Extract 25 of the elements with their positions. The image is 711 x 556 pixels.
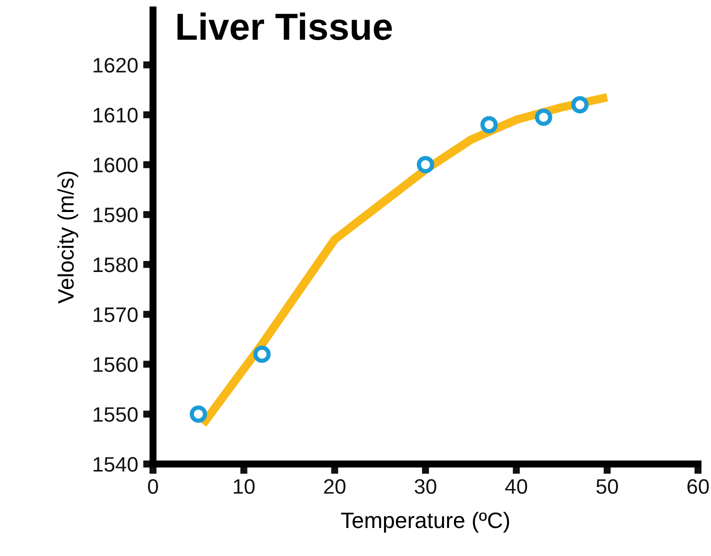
- chart-title: Liver Tissue: [178, 12, 392, 40]
- x-tick-label: 50: [596, 479, 618, 494]
- y-tick-label: 1560: [94, 357, 138, 372]
- y-tick-label: 1610: [94, 108, 138, 123]
- y-axis-title: Velocity (m/s): [57, 172, 78, 304]
- x-tick-label: 40: [505, 479, 528, 494]
- y-tick-label: 1540: [94, 457, 138, 472]
- x-axis-title: Temperature (ºC): [341, 512, 510, 533]
- point: [190, 405, 208, 423]
- point: [253, 346, 271, 363]
- x-tick-label: 30: [414, 479, 436, 494]
- y-tick-label: 1550: [94, 407, 138, 422]
- point: [416, 156, 434, 174]
- y-tick-label: 1580: [94, 257, 138, 272]
- point: [480, 116, 498, 134]
- point: [534, 108, 552, 126]
- x-tick-label: 60: [687, 479, 709, 494]
- x-tick-label: 20: [324, 479, 346, 494]
- y-tick-label: 1600: [94, 158, 138, 172]
- point: [571, 96, 589, 114]
- y-tick-label: 1620: [94, 58, 138, 73]
- x-tick-label: 10: [234, 479, 255, 494]
- y-tick-label: 1570: [94, 307, 138, 322]
- x-tick-label: 0: [148, 479, 158, 494]
- y-tick-label: 1590: [94, 208, 138, 222]
